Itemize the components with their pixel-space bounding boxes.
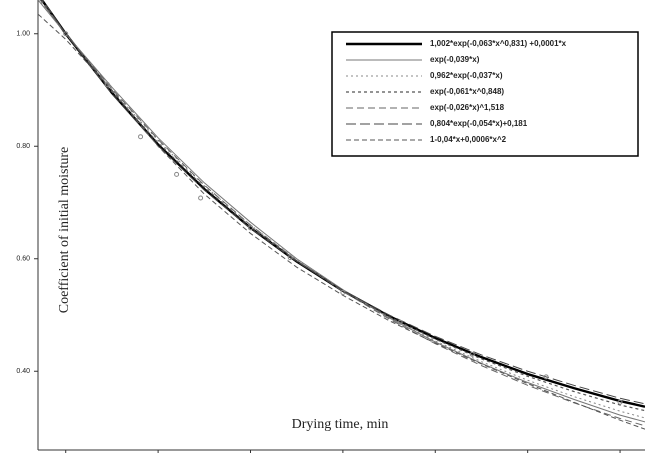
y-tick-label: 0.80 xyxy=(16,143,30,150)
data-point xyxy=(340,290,346,295)
legend-label: 0,962*exp(-0,037*x) xyxy=(430,71,503,80)
legend-box xyxy=(331,31,639,157)
model-curve xyxy=(38,0,645,419)
y-tick-label: 0.60 xyxy=(16,256,30,263)
model-curve xyxy=(39,0,645,427)
x-axis-label: Drying time, min xyxy=(292,417,389,432)
data-point xyxy=(198,195,204,201)
y-tick-label: 1.00 xyxy=(16,31,30,38)
data-point xyxy=(247,225,253,231)
y-axis-label: Coefficient of initial moisture xyxy=(57,147,72,314)
legend-label: exp(-0,061*x^0,848) xyxy=(430,87,504,96)
data-point xyxy=(543,374,549,380)
legend-label: 1,002*exp(-0,063*x^0,831) +0,0001*x xyxy=(430,39,567,48)
legend-label: exp(-0,039*x) xyxy=(430,55,480,64)
data-point xyxy=(617,399,623,405)
data-point xyxy=(138,134,144,140)
data-point xyxy=(63,31,69,37)
plot-area xyxy=(38,0,645,430)
y-tick-label: 0.40 xyxy=(16,368,30,375)
data-point xyxy=(174,171,180,177)
model-curve xyxy=(38,13,645,430)
data-point xyxy=(469,351,475,357)
legend-label: 1-0,04*x+0,0006*x^2 xyxy=(430,135,507,144)
legend-label: exp(-0,026*x)^1,518 xyxy=(430,103,505,112)
legend-label: 0,804*exp(-0,054*x)+0,181 xyxy=(430,119,528,128)
data-point xyxy=(397,319,403,325)
data-point xyxy=(287,255,293,261)
data-point xyxy=(104,81,110,87)
